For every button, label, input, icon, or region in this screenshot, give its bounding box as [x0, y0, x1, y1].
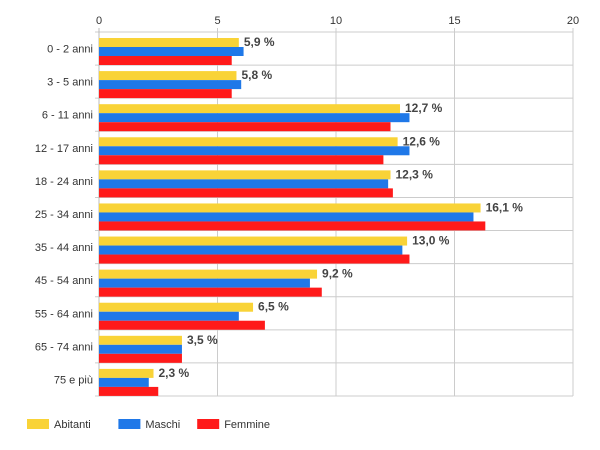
bar-maschi: [99, 47, 244, 56]
legend-label-femmine: Femmine: [224, 419, 270, 431]
bar-femmine: [99, 56, 232, 65]
x-tick-label: 0: [96, 15, 102, 27]
bar-abitanti: [99, 236, 408, 246]
bar-femmine: [99, 254, 410, 264]
bar-maschi: [99, 278, 310, 288]
bars: [99, 38, 486, 396]
data-label: 5,9 %: [244, 35, 275, 49]
data-label: 12,7 %: [405, 101, 443, 115]
bar-maschi: [99, 80, 242, 90]
legend-swatch-abitanti: [27, 419, 49, 429]
data-label: 12,3 %: [396, 167, 434, 181]
category-label: 18 - 24 anni: [35, 176, 93, 188]
data-label: 9,2 %: [322, 267, 353, 281]
bar-abitanti: [99, 269, 318, 279]
bar-abitanti: [99, 203, 481, 213]
bar-femmine: [99, 320, 265, 330]
bar-maschi: [99, 212, 474, 222]
category-label: 6 - 11 anni: [42, 110, 93, 122]
x-tick-label: 15: [448, 15, 460, 27]
legend-label-abitanti: Abitanti: [54, 419, 91, 431]
bar-femmine: [99, 188, 393, 198]
category-label: 12 - 17 anni: [35, 143, 93, 155]
bar-abitanti: [99, 335, 182, 345]
category-label: 65 - 74 anni: [35, 341, 93, 353]
legend-label-maschi: Maschi: [145, 419, 180, 431]
bar-abitanti: [99, 38, 239, 47]
bar-abitanti: [99, 137, 398, 147]
x-axis-ticks: 0 5 10 15 20: [96, 15, 579, 27]
bar-maschi: [99, 179, 389, 189]
x-tick-label: 5: [214, 15, 220, 27]
bar-maschi: [99, 113, 410, 123]
data-label: 16,1 %: [486, 200, 524, 214]
bar-maschi: [99, 245, 403, 255]
category-label: 55 - 64 anni: [35, 308, 93, 320]
bar-abitanti: [99, 170, 391, 180]
category-label: 35 - 44 anni: [35, 242, 93, 254]
bar-maschi: [99, 146, 410, 156]
bar-abitanti: [99, 368, 154, 378]
bar-abitanti: [99, 104, 400, 114]
bar-abitanti: [99, 302, 254, 312]
category-label: 3 - 5 anni: [47, 77, 93, 89]
data-label: 6,5 %: [258, 300, 289, 314]
category-label: 25 - 34 anni: [35, 209, 93, 221]
category-label: 45 - 54 anni: [35, 275, 93, 287]
data-labels: 5,9 % 5,8 % 12,7 % 12,6 % 12,3 % 16,1 % 13,0 %…: [159, 35, 524, 380]
y-axis-categories: 0 - 2 anni 3 - 5 anni 6 - 11 anni 12 - 17 a…: [35, 44, 93, 387]
data-label: 12,6 %: [403, 134, 441, 148]
data-label: 13,0 %: [412, 234, 450, 248]
bar-femmine: [99, 221, 486, 231]
data-label: 2,3 %: [159, 366, 190, 380]
x-tick-label: 20: [567, 15, 579, 27]
x-tick-label: 10: [330, 15, 342, 27]
data-label: 5,8 %: [241, 68, 272, 82]
legend: Abitanti Maschi Femmine: [27, 419, 270, 431]
bar-femmine: [99, 89, 232, 99]
bar-femmine: [99, 122, 391, 132]
bar-maschi: [99, 311, 239, 321]
bar-maschi: [99, 344, 182, 354]
bar-abitanti: [99, 71, 237, 81]
category-label: 0 - 2 anni: [47, 44, 93, 56]
bar-femmine: [99, 287, 322, 297]
legend-swatch-femmine: [197, 419, 220, 429]
data-label: 3,5 %: [187, 333, 218, 347]
bar-maschi: [99, 377, 149, 387]
bar-femmine: [99, 155, 384, 165]
legend-swatch-maschi: [118, 419, 141, 429]
bar-femmine: [99, 353, 182, 363]
bar-femmine: [99, 386, 159, 396]
category-label: 75 e più: [54, 374, 93, 386]
